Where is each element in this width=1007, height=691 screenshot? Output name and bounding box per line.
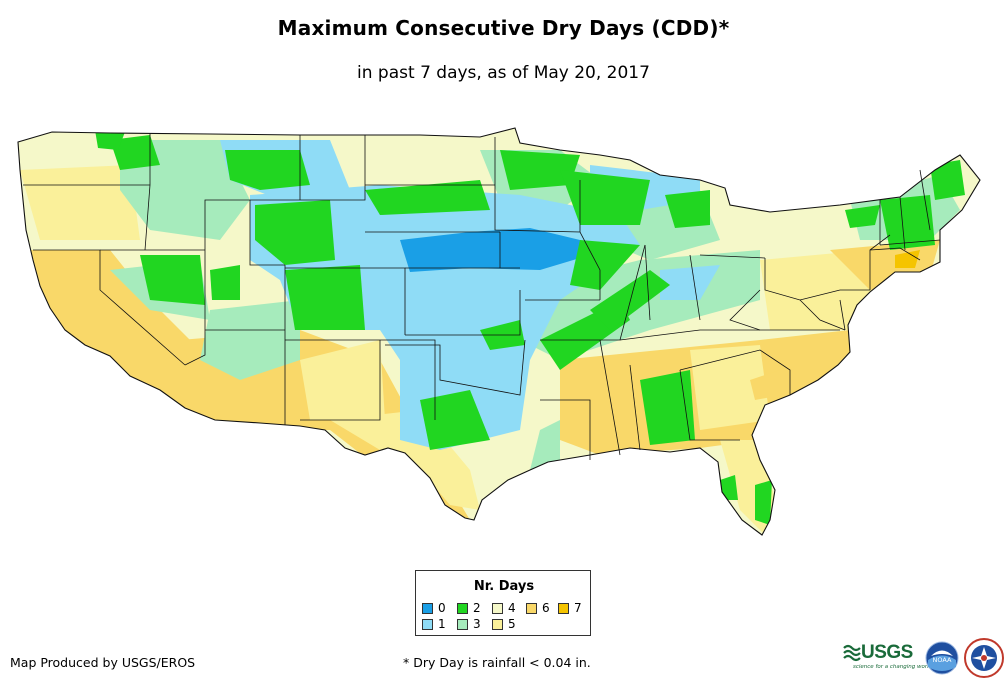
legend-item: 4	[492, 602, 516, 614]
usgs-wave-icon	[843, 644, 861, 662]
legend-item: 7	[558, 602, 582, 614]
cdd-map	[17, 127, 981, 536]
map-credit: Map Produced by USGS/EROS	[10, 655, 196, 670]
legend-swatch	[526, 602, 537, 614]
legend-swatch	[457, 618, 468, 630]
dry-day-footnote: * Dry Day is rainfall < 0.04 in.	[403, 655, 591, 670]
legend-label: 0	[438, 601, 446, 615]
legend-label: 1	[438, 617, 446, 631]
map-title: Maximum Consecutive Dry Days (CDD)*	[277, 16, 730, 40]
legend-item: 5	[492, 618, 516, 630]
usgs-tagline: science for a changing world	[853, 664, 933, 670]
legend-swatch	[558, 602, 569, 614]
legend-swatch	[492, 618, 503, 630]
legend-label: 3	[473, 617, 481, 631]
usgs-logo: USGS science for a changing world	[843, 642, 932, 672]
legend-item: 2	[457, 602, 481, 614]
legend-item: 1	[422, 618, 446, 630]
map-subtitle: in past 7 days, as of May 20, 2017	[357, 63, 650, 83]
noaa-text: NOAA	[933, 656, 952, 664]
legend-swatch	[457, 602, 468, 614]
usgs-wordmark: USGS	[861, 642, 913, 663]
legend-label: 5	[508, 617, 516, 631]
legend-swatch	[422, 602, 433, 614]
legend-label: 2	[473, 601, 481, 615]
legend-label: 6	[542, 601, 550, 615]
legend-title: Nr. Days	[473, 579, 535, 594]
legend-item: 3	[457, 618, 481, 630]
noaa-logo-icon: NOAA	[925, 641, 959, 675]
legend-swatch	[492, 602, 503, 614]
legend-label: 4	[508, 601, 516, 615]
legend-item: 0	[422, 602, 446, 614]
nws-logo-icon	[964, 638, 1004, 678]
legend-label: 7	[574, 601, 582, 615]
legend-swatch	[422, 618, 433, 630]
legend-item: 6	[526, 602, 550, 614]
